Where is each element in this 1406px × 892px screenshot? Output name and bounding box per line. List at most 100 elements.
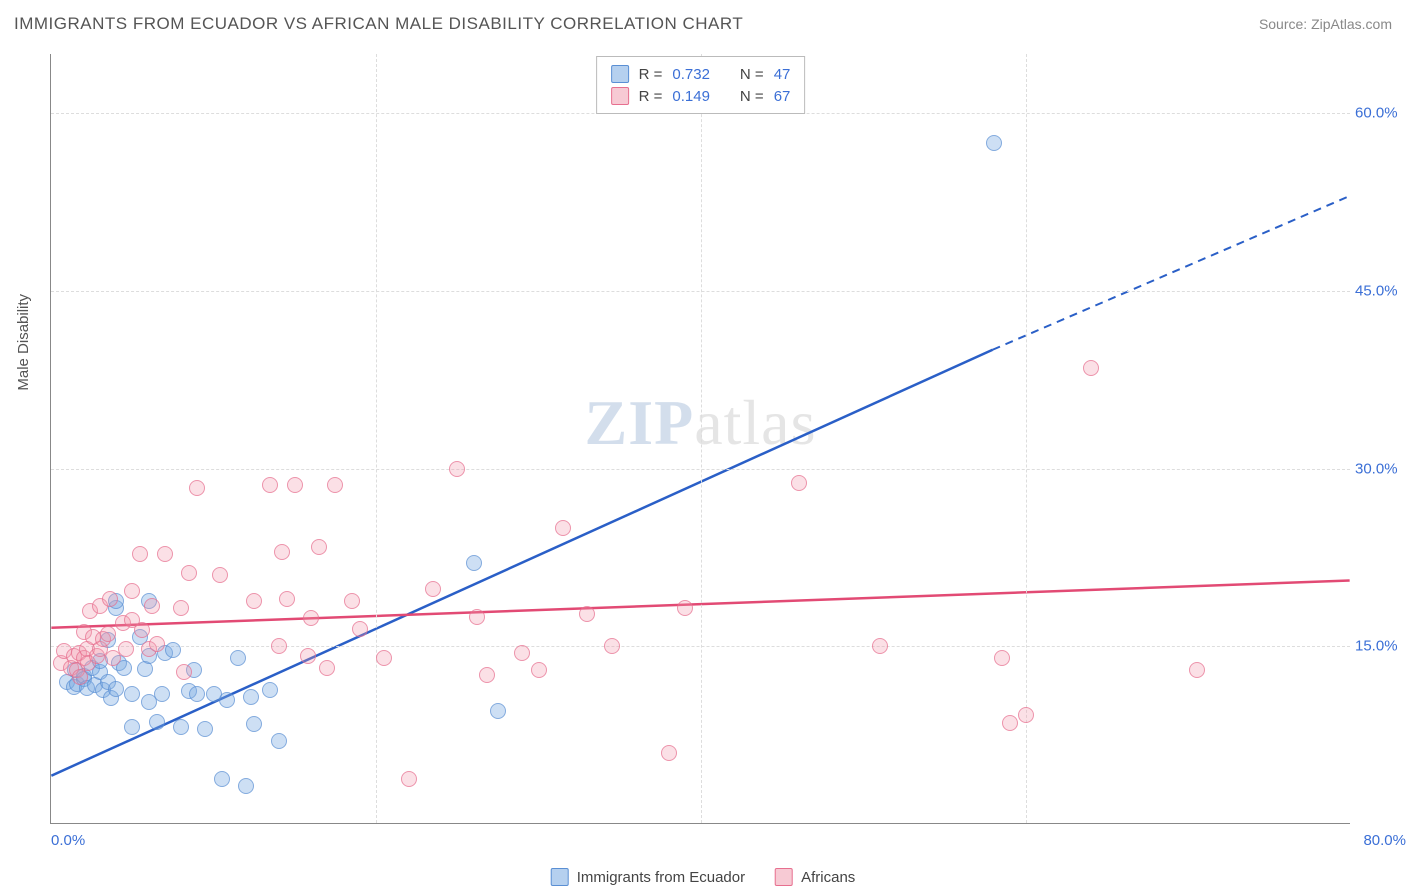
scatter-point	[279, 591, 295, 607]
scatter-point	[173, 600, 189, 616]
chart-title: IMMIGRANTS FROM ECUADOR VS AFRICAN MALE …	[14, 14, 743, 34]
scatter-point	[100, 626, 116, 642]
scatter-point	[466, 555, 482, 571]
scatter-point	[401, 771, 417, 787]
scatter-point	[243, 689, 259, 705]
scatter-point	[181, 565, 197, 581]
legend-label: Immigrants from Ecuador	[577, 869, 745, 886]
n-value: 47	[774, 66, 791, 83]
scatter-point	[479, 667, 495, 683]
n-label: N =	[740, 88, 764, 105]
scatter-point	[986, 135, 1002, 151]
chart-source: Source: ZipAtlas.com	[1259, 16, 1392, 32]
scatter-point	[149, 714, 165, 730]
scatter-point	[344, 593, 360, 609]
scatter-point	[327, 477, 343, 493]
source-label: Source:	[1259, 16, 1311, 32]
legend-row: R = 0.732 N = 47	[611, 63, 791, 85]
scatter-point	[352, 621, 368, 637]
scatter-point	[303, 610, 319, 626]
scatter-point	[1083, 360, 1099, 376]
trend-line-extrapolated	[993, 196, 1350, 350]
scatter-point	[246, 716, 262, 732]
scatter-point	[118, 641, 134, 657]
scatter-point	[157, 546, 173, 562]
scatter-point	[124, 583, 140, 599]
scatter-point	[287, 477, 303, 493]
legend-label: Africans	[801, 869, 855, 886]
n-value: 67	[774, 88, 791, 105]
scatter-point	[677, 600, 693, 616]
scatter-point	[197, 721, 213, 737]
r-value: 0.732	[672, 66, 710, 83]
scatter-point	[300, 648, 316, 664]
scatter-point	[176, 664, 192, 680]
scatter-point	[149, 636, 165, 652]
trend-line	[51, 350, 992, 776]
y-tick-label: 45.0%	[1355, 282, 1406, 299]
legend-swatch-icon	[551, 868, 569, 886]
scatter-point	[531, 662, 547, 678]
scatter-point	[376, 650, 392, 666]
scatter-point	[555, 520, 571, 536]
legend-swatch-icon	[611, 65, 629, 83]
scatter-point	[262, 682, 278, 698]
legend-row: R = 0.149 N = 67	[611, 85, 791, 107]
scatter-point	[425, 581, 441, 597]
scatter-point	[274, 544, 290, 560]
source-name: ZipAtlas.com	[1311, 16, 1392, 32]
scatter-point	[124, 719, 140, 735]
scatter-point	[238, 778, 254, 794]
y-tick-label: 60.0%	[1355, 105, 1406, 122]
scatter-point	[490, 703, 506, 719]
x-tick-label: 80.0%	[1351, 832, 1406, 849]
scatter-point	[214, 771, 230, 787]
legend-swatch-icon	[611, 87, 629, 105]
watermark-a: ZIP	[585, 387, 695, 458]
scatter-point	[108, 681, 124, 697]
scatter-point	[872, 638, 888, 654]
r-label: R =	[639, 88, 663, 105]
legend-item: Immigrants from Ecuador	[551, 868, 745, 886]
scatter-point	[189, 686, 205, 702]
n-label: N =	[740, 66, 764, 83]
chart-plot-area: Male Disability R = 0.732 N = 47 R = 0.1…	[50, 54, 1350, 824]
scatter-point	[449, 461, 465, 477]
scatter-point	[791, 475, 807, 491]
y-axis-label: Male Disability	[15, 293, 32, 390]
scatter-point	[1018, 707, 1034, 723]
scatter-point	[1002, 715, 1018, 731]
scatter-point	[514, 645, 530, 661]
scatter-point	[144, 598, 160, 614]
scatter-point	[124, 686, 140, 702]
scatter-point	[134, 622, 150, 638]
r-value: 0.149	[672, 88, 710, 105]
scatter-point	[661, 745, 677, 761]
scatter-point	[154, 686, 170, 702]
scatter-point	[1189, 662, 1205, 678]
scatter-point	[165, 642, 181, 658]
scatter-point	[994, 650, 1010, 666]
legend-item: Africans	[775, 868, 855, 886]
scatter-point	[246, 593, 262, 609]
scatter-point	[230, 650, 246, 666]
scatter-point	[271, 733, 287, 749]
r-label: R =	[639, 66, 663, 83]
scatter-point	[132, 546, 148, 562]
series-legend: Immigrants from Ecuador Africans	[551, 868, 856, 886]
correlation-legend: R = 0.732 N = 47 R = 0.149 N = 67	[596, 56, 806, 114]
scatter-point	[319, 660, 335, 676]
scatter-point	[173, 719, 189, 735]
scatter-point	[72, 669, 88, 685]
y-tick-label: 30.0%	[1355, 460, 1406, 477]
scatter-point	[262, 477, 278, 493]
gridline-v	[701, 54, 702, 823]
scatter-point	[604, 638, 620, 654]
scatter-point	[579, 606, 595, 622]
scatter-point	[469, 609, 485, 625]
scatter-point	[212, 567, 228, 583]
scatter-point	[102, 591, 118, 607]
watermark-b: atlas	[694, 387, 816, 458]
legend-swatch-icon	[775, 868, 793, 886]
chart-header: IMMIGRANTS FROM ECUADOR VS AFRICAN MALE …	[14, 14, 1392, 34]
